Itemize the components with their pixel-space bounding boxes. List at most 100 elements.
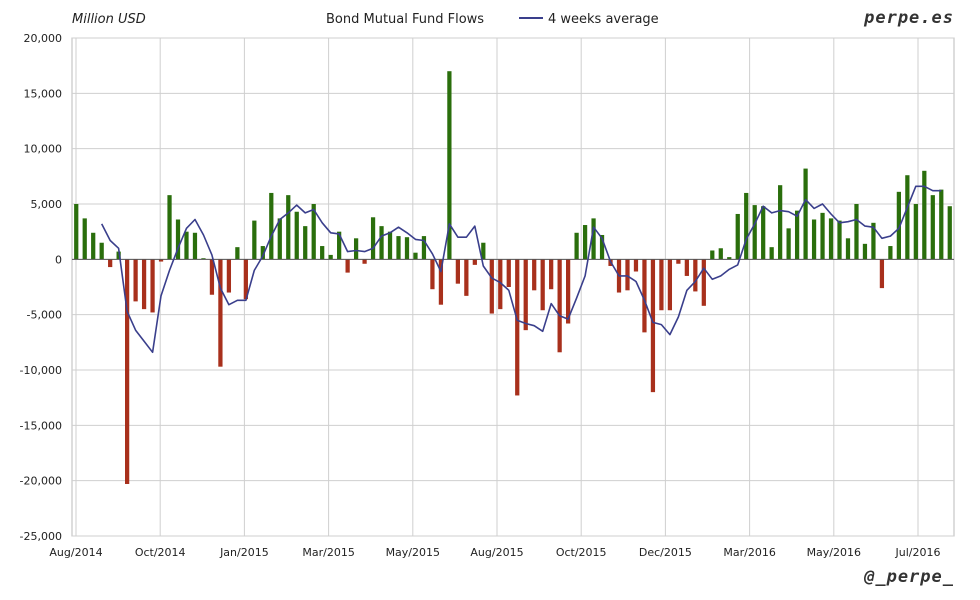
flow-bar: [659, 259, 664, 311]
flow-bar: [472, 259, 477, 265]
flow-bar: [633, 259, 639, 272]
flow-bar: [676, 259, 681, 264]
plot-frame: [71, 37, 955, 537]
flow-bar: [582, 225, 588, 260]
grid: [71, 37, 955, 537]
legend: 4 weeks average: [519, 12, 659, 27]
flow-bar: [345, 259, 350, 273]
flow-bar: [913, 204, 918, 260]
y-tick-label: 10,000: [24, 143, 63, 156]
x-axis-ticks: Aug/2014 Oct/2014 Jan/2015 Mar/2015 May/2015…: [49, 546, 940, 559]
flow-bar: [125, 259, 130, 484]
x-tick-label: Aug/2014: [49, 546, 102, 559]
flow-bar: [761, 206, 766, 260]
flow-bar: [862, 243, 868, 260]
flow-bar: [837, 220, 842, 260]
flow-bar: [845, 238, 851, 260]
flow-bar: [693, 259, 698, 292]
brand-watermark: perpe.es: [863, 8, 954, 28]
x-tick-label: May/2015: [386, 546, 440, 559]
flow-bar: [786, 228, 791, 260]
flow-bar: [201, 258, 206, 260]
average-line: [100, 185, 942, 354]
x-tick-label: Oct/2014: [135, 546, 186, 559]
flow-bar: [947, 206, 952, 260]
unit-label: Million USD: [72, 12, 146, 27]
legend-label-4-week-average: 4 weeks average: [548, 12, 659, 27]
flow-bar: [506, 259, 511, 287]
flow-bar: [549, 259, 554, 290]
y-tick-label: 20,000: [24, 32, 63, 45]
y-tick-label: 5,000: [31, 198, 63, 211]
flow-bar: [879, 259, 885, 289]
flow-bar: [91, 232, 96, 260]
flow-bar: [515, 259, 520, 396]
y-tick-label: -15,000: [20, 419, 62, 432]
flow-bar: [150, 259, 155, 313]
flow-bar: [710, 250, 715, 260]
flow-bar: [108, 259, 113, 268]
flow-bar: [794, 210, 800, 260]
flow-bar: [489, 259, 494, 314]
flow-bars: [74, 71, 952, 484]
flow-bar: [854, 204, 859, 260]
flow-bar: [226, 259, 232, 293]
average-series-line: [100, 185, 942, 354]
flow-bar: [769, 247, 774, 260]
y-tick-label: -20,000: [20, 475, 62, 488]
flow-bar: [532, 259, 537, 291]
flow-bar: [175, 219, 181, 260]
y-tick-label: -10,000: [20, 364, 62, 377]
flow-bar: [811, 219, 817, 260]
flow-bar: [498, 259, 503, 310]
flow-bar: [591, 218, 596, 260]
flow-bar: [192, 232, 198, 260]
flow-bar: [667, 259, 673, 311]
flow-bar: [684, 259, 689, 276]
x-tick-label: Mar/2015: [302, 546, 354, 559]
flow-bar: [744, 192, 749, 260]
flow-bar: [701, 259, 706, 306]
x-tick-label: Aug/2015: [470, 546, 523, 559]
flow-bar: [370, 217, 376, 260]
flow-bar: [328, 254, 333, 260]
flow-bar: [523, 259, 528, 331]
flow-bar: [413, 252, 418, 260]
flow-bar: [718, 248, 723, 260]
flow-bar: [930, 195, 935, 260]
x-tick-label: Jul/2016: [895, 546, 941, 559]
flow-bar: [74, 204, 79, 260]
flow-bar: [642, 259, 647, 333]
x-tick-label: Mar/2016: [723, 546, 775, 559]
y-tick-label: 15,000: [24, 87, 63, 100]
flow-bar: [218, 259, 223, 367]
flow-bar: [438, 259, 444, 305]
flow-bar: [625, 259, 630, 291]
flow-bar: [896, 191, 901, 260]
flow-bar: [387, 231, 393, 260]
flow-bar: [277, 218, 282, 260]
flow-bar: [404, 237, 410, 260]
flow-bar: [828, 218, 834, 260]
flow-bar: [939, 189, 944, 260]
flow-bar: [133, 259, 138, 302]
flow-bar: [184, 231, 189, 260]
flow-bar: [752, 205, 757, 260]
flow-bar: [269, 192, 274, 260]
flow-bar: [353, 238, 359, 260]
y-axis-ticks: -25,000 -20,000 -15,000 -10,000 -5,000 0 5,000…: [20, 32, 62, 543]
flow-bar: [99, 242, 104, 260]
flow-bar: [566, 259, 571, 324]
flow-bar: [803, 168, 808, 260]
flow-bar: [286, 195, 291, 260]
flow-bar: [888, 246, 893, 260]
flow-bar: [430, 259, 435, 290]
x-tick-label: Jan/2015: [219, 546, 269, 559]
flow-bar: [778, 185, 783, 260]
flow-bar: [235, 247, 240, 260]
flow-bar: [320, 246, 325, 260]
flow-bar: [421, 236, 427, 260]
flow-bar: [337, 231, 342, 260]
flow-bar: [557, 259, 562, 353]
